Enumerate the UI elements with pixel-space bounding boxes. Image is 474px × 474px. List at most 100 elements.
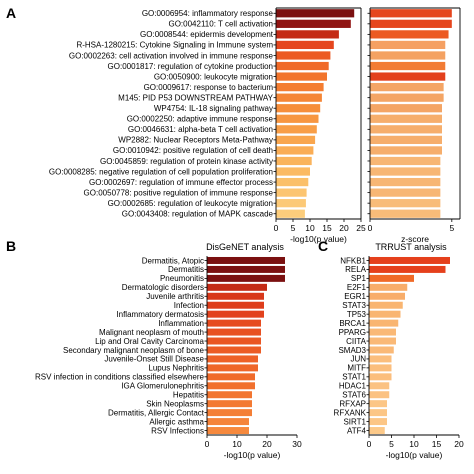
bar bbox=[369, 328, 396, 336]
bar bbox=[370, 40, 446, 50]
bar bbox=[369, 283, 408, 291]
category-label: Lip and Oral Cavity Carcinoma bbox=[95, 337, 204, 346]
category-label: WP2882: Nuclear Receptors Meta-Pathway bbox=[118, 136, 273, 145]
category-label: ATF4 bbox=[347, 426, 367, 435]
bar bbox=[207, 337, 261, 345]
bar bbox=[370, 199, 441, 208]
category-label: R-HSA-1280215: Cytokine Signaling in Imm… bbox=[76, 41, 273, 50]
bar bbox=[369, 310, 401, 318]
x-tick-label: 5 bbox=[291, 223, 296, 233]
x-tick-label: 30 bbox=[292, 439, 302, 449]
bar bbox=[276, 30, 339, 39]
bar bbox=[369, 355, 392, 363]
bar bbox=[369, 346, 394, 354]
bar bbox=[370, 114, 442, 123]
x-tick-label: 5 bbox=[389, 439, 394, 449]
bar bbox=[276, 61, 329, 71]
bar bbox=[276, 93, 322, 102]
category-label: RSV Infections bbox=[151, 426, 204, 435]
bar bbox=[276, 146, 314, 155]
category-label: IGA Glomerulonephritis bbox=[121, 382, 204, 391]
category-label: GO:0002697: regulation of immune effecto… bbox=[89, 178, 273, 187]
bar bbox=[207, 265, 285, 273]
bar bbox=[276, 156, 312, 166]
bar bbox=[207, 328, 261, 336]
bar bbox=[276, 83, 324, 92]
bar bbox=[369, 274, 414, 282]
bar bbox=[369, 382, 390, 390]
category-label: E2F1 bbox=[347, 283, 367, 292]
category-label: PPARG bbox=[339, 328, 366, 337]
panel-c-trrust-chart: TRRUST analysis NFKB1RELASP1E2F1EGR1STAT3… bbox=[334, 242, 464, 460]
bar bbox=[207, 310, 264, 318]
bar bbox=[370, 135, 442, 144]
bar bbox=[369, 373, 392, 381]
category-label: Skin Neoplasms bbox=[146, 399, 204, 408]
x-tick-label: 0 bbox=[367, 439, 372, 449]
category-label: GO:0046631: alpha-beta T cell activation bbox=[128, 125, 273, 134]
category-label: GO:0008285: negative regulation of cell … bbox=[49, 167, 273, 176]
panel-label-a: A bbox=[6, 5, 16, 21]
bar bbox=[369, 319, 399, 327]
category-label: Dermatitis, Allergic Contact bbox=[108, 408, 205, 417]
bar bbox=[369, 301, 403, 309]
category-label: STAT3 bbox=[342, 301, 366, 310]
x-tick-label: 10 bbox=[305, 223, 315, 233]
bar bbox=[369, 400, 387, 408]
category-label: RELA bbox=[345, 265, 367, 274]
bar bbox=[369, 391, 390, 399]
bar bbox=[207, 382, 255, 390]
bar bbox=[276, 199, 306, 208]
x-tick-label: 0 bbox=[205, 439, 210, 449]
bar bbox=[276, 177, 309, 187]
category-label: Inflammation bbox=[158, 319, 204, 328]
category-label: Secondary malignant neoplasm of bone bbox=[63, 346, 205, 355]
chart-title: DisGeNET analysis bbox=[206, 242, 284, 252]
bar bbox=[207, 274, 285, 282]
chart-title: TRRUST analysis bbox=[375, 242, 447, 252]
bar bbox=[276, 114, 319, 123]
category-label: GO:0002685: regulation of leukocyte migr… bbox=[108, 199, 273, 208]
x-tick-label: 10 bbox=[232, 439, 242, 449]
bar bbox=[370, 177, 441, 187]
panel-label-b: B bbox=[6, 238, 16, 254]
bar bbox=[370, 146, 442, 155]
bar bbox=[207, 418, 249, 426]
bar bbox=[370, 209, 441, 218]
category-label: GO:0050778: positive regulation of immun… bbox=[84, 188, 274, 197]
category-label: GO:0006954: inflammatory response bbox=[142, 9, 274, 18]
bar bbox=[370, 9, 452, 18]
bar bbox=[207, 292, 264, 300]
bar bbox=[370, 93, 444, 102]
x-axis-label: z-score bbox=[401, 234, 429, 244]
bar bbox=[370, 61, 446, 71]
bar bbox=[369, 418, 387, 426]
bar bbox=[370, 30, 449, 39]
category-label: Hepatitis bbox=[173, 391, 204, 400]
x-tick-label: 20 bbox=[454, 439, 464, 449]
bar bbox=[207, 319, 261, 327]
category-label: GO:0010942: positive regulation of cell … bbox=[113, 146, 273, 155]
bar bbox=[207, 256, 285, 264]
x-tick-label: 5 bbox=[449, 223, 454, 233]
bar bbox=[369, 265, 446, 273]
bar bbox=[276, 19, 351, 28]
category-label: GO:0008544: epidermis development bbox=[140, 30, 274, 39]
panel-label-c: C bbox=[318, 238, 328, 254]
x-axis-label: -log10(p value) bbox=[386, 450, 443, 460]
bar bbox=[207, 373, 255, 381]
bar bbox=[276, 188, 307, 197]
x-axis-label: -log10(p value) bbox=[290, 234, 347, 244]
x-tick-label: 25 bbox=[356, 223, 366, 233]
bar bbox=[207, 364, 258, 372]
category-label: STAT1 bbox=[342, 373, 366, 382]
bar bbox=[276, 167, 310, 176]
category-label: SMAD3 bbox=[338, 346, 366, 355]
category-label: TP53 bbox=[347, 310, 367, 319]
bar bbox=[207, 427, 249, 435]
category-label: MITF bbox=[347, 364, 366, 373]
bar bbox=[369, 364, 392, 372]
bar bbox=[276, 209, 305, 218]
category-label: Juvenile-Onset Still Disease bbox=[104, 355, 204, 364]
